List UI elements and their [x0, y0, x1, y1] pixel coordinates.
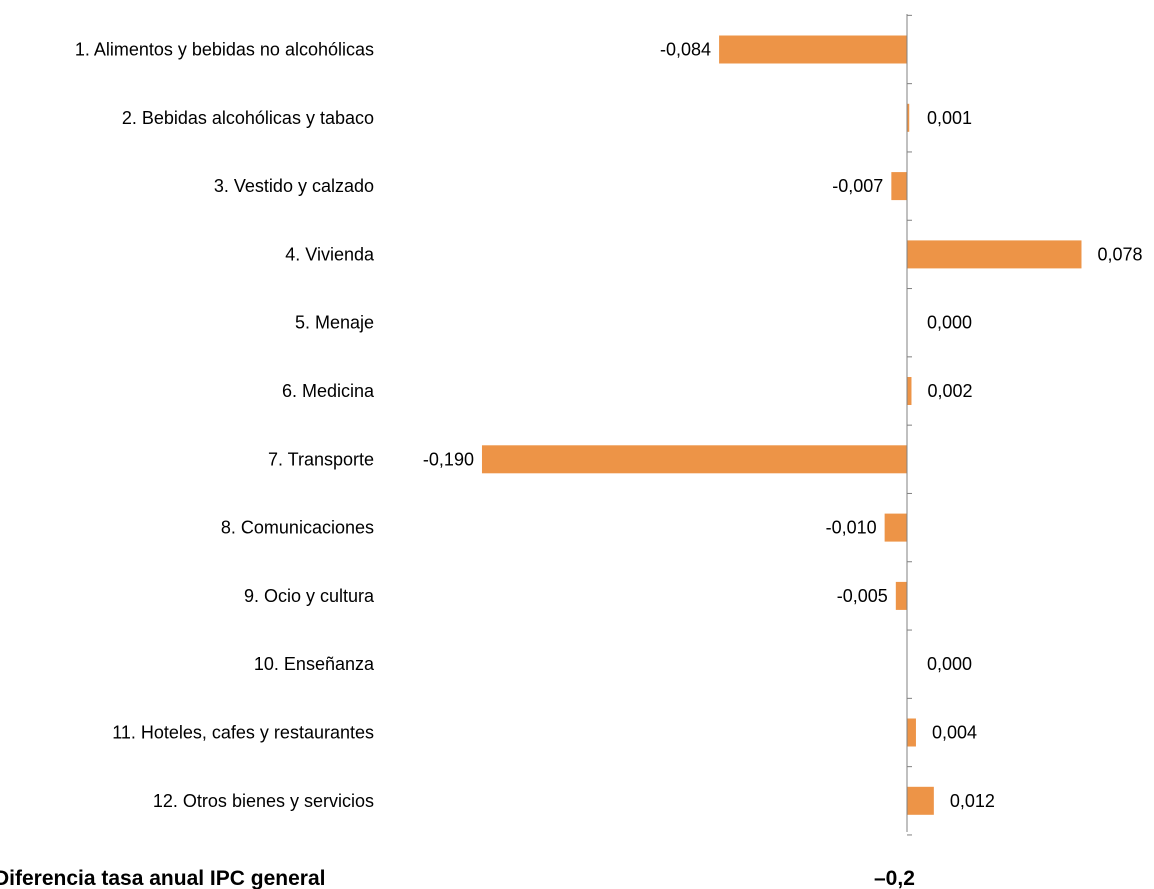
- category-label: 7. Transporte: [268, 449, 374, 469]
- category-labels: 1. Alimentos y bebidas no alcohólicas 2. …: [75, 40, 375, 811]
- data-label: 0,078: [1097, 244, 1142, 264]
- category-label: 10. Enseñanza: [254, 654, 375, 674]
- value-labels: -0,084 0,001 -0,007 0,078 0,000 0,002 -0,190 -0…: [423, 40, 1143, 811]
- data-label: -0,084: [660, 40, 711, 60]
- category-label: 12. Otros bienes y servicios: [153, 791, 374, 811]
- category-label: 3. Vestido y calzado: [214, 176, 374, 196]
- category-label: 8. Comunicaciones: [221, 518, 374, 538]
- zero-axis: [906, 14, 912, 836]
- bar: [907, 377, 912, 405]
- bar: [719, 35, 907, 64]
- bar: [895, 581, 907, 610]
- data-label: 0,002: [927, 381, 972, 401]
- category-label: 9. Ocio y cultura: [244, 586, 375, 606]
- data-label: -0,007: [832, 176, 883, 196]
- category-label: 5. Menaje: [295, 313, 374, 333]
- category-label: 6. Medicina: [282, 381, 375, 401]
- data-label: -0,190: [423, 449, 474, 469]
- footer-label: Diferencia tasa anual IPC general: [0, 867, 325, 889]
- data-label: 0,000: [927, 313, 972, 333]
- category-label: 11. Hoteles, cafes y restaurantes: [112, 723, 374, 743]
- data-label: 0,012: [950, 791, 995, 811]
- data-label: -0,005: [837, 586, 888, 606]
- data-label: 0,000: [927, 654, 972, 674]
- bar: [907, 786, 934, 815]
- bar: [907, 240, 1082, 269]
- bar: [907, 103, 910, 132]
- bar: [907, 718, 916, 747]
- category-label: 4. Vivienda: [285, 244, 375, 264]
- data-label: 0,001: [927, 108, 972, 128]
- bar: [884, 513, 907, 542]
- bar: [481, 445, 907, 474]
- bars-group: [481, 35, 1082, 815]
- category-label: 2. Bebidas alcohólicas y tabaco: [122, 108, 374, 128]
- data-label: -0,010: [826, 518, 877, 538]
- category-label: 1. Alimentos y bebidas no alcohólicas: [75, 40, 374, 60]
- footer-value: –0,2: [874, 867, 915, 889]
- bar: [891, 172, 907, 201]
- data-label: 0,004: [932, 723, 977, 743]
